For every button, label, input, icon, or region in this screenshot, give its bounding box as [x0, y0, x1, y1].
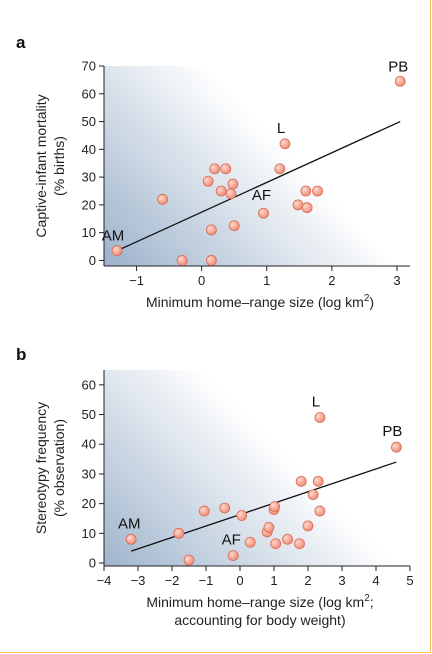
point-annotation: PB [388, 58, 408, 75]
x-tick-label: 2 [304, 573, 311, 588]
data-point [244, 536, 256, 548]
data-point [225, 188, 237, 200]
point-annotation: L [312, 394, 320, 411]
y-tick-label: 40 [82, 437, 96, 452]
x-tick-label: −3 [131, 573, 146, 588]
data-point [390, 441, 402, 453]
data-point [125, 533, 137, 545]
data-point [206, 255, 217, 266]
data-point [314, 505, 326, 517]
point-annotation: AF [252, 187, 271, 204]
y-tick-label: 30 [82, 466, 96, 481]
x-tick-label: 5 [406, 573, 413, 588]
chart-panel-b: 0 10 20 30 40 50 60 −4 −3 −2 −1 0 1 2 3 4 5 AM AF L PB Minimu… [33, 370, 414, 628]
x-tick-label: 3 [393, 273, 400, 288]
data-point [173, 527, 185, 539]
plot-background [104, 66, 410, 266]
x-axis-label: Minimum home–range size (log km2; [146, 593, 373, 610]
data-point [294, 538, 305, 550]
data-point [302, 520, 314, 532]
x-tick-label: 1 [270, 573, 277, 588]
x-tick-label: −4 [97, 573, 112, 588]
x-tick-label: 2 [328, 273, 335, 288]
y-tick-label: 70 [82, 59, 96, 74]
x-tick-label: −1 [129, 273, 144, 288]
point-annotation: AF [222, 532, 241, 549]
panel-label-a: a [16, 33, 26, 52]
data-point [394, 75, 406, 87]
y-tick-label: 50 [82, 114, 96, 129]
y-axis-label-line2: (% births) [51, 136, 67, 196]
data-point [236, 510, 248, 521]
y-tick-label: 60 [82, 377, 96, 392]
y-tick-label: 50 [82, 407, 96, 422]
y-axis-label: Captive-infant mortality [33, 94, 49, 237]
plot-background [104, 370, 410, 566]
data-point [300, 185, 312, 197]
data-point [202, 175, 214, 187]
data-point [270, 538, 282, 550]
data-point [312, 475, 324, 487]
x-tick-label: 4 [372, 573, 379, 588]
data-point [301, 202, 313, 214]
y-axis-label-line2: (% observation) [51, 419, 67, 517]
x-tick-label: 1 [263, 273, 270, 288]
y-axis-label: Stereotypy frequency [33, 402, 49, 534]
x-tick-label: 0 [198, 273, 205, 288]
data-point [258, 207, 269, 219]
data-point [312, 185, 323, 197]
data-point [292, 199, 304, 211]
x-tick-label: −2 [165, 573, 180, 588]
y-tick-label: 40 [82, 142, 96, 157]
data-point [227, 550, 239, 562]
y-tick-label: 30 [82, 170, 96, 185]
y-tick-label: 0 [89, 556, 96, 571]
chart-panel-a: 0 10 20 30 40 50 60 70 −1 0 1 2 3 AM AF L PB Minimum home… [33, 58, 410, 310]
data-point [198, 505, 210, 517]
panel-label-b: b [16, 345, 26, 364]
x-axis-label-line2: accounting for body weight) [174, 612, 345, 628]
data-point [111, 245, 123, 257]
data-point [314, 412, 326, 423]
data-point [274, 163, 286, 175]
data-point [227, 178, 239, 190]
point-annotation: L [277, 120, 285, 137]
data-point [220, 163, 232, 175]
data-point [157, 193, 168, 205]
point-annotation: PB [382, 423, 402, 440]
y-tick-label: 20 [82, 496, 96, 511]
point-annotation: AM [102, 228, 125, 245]
data-point [307, 489, 319, 501]
x-tick-label: 0 [236, 573, 243, 588]
data-point [183, 554, 195, 566]
data-point [228, 220, 240, 232]
data-point [295, 475, 307, 487]
x-axis-label: Minimum home–range size (log km2) [146, 293, 374, 310]
data-point [219, 502, 231, 514]
data-point [279, 138, 291, 150]
data-point [176, 255, 188, 266]
y-tick-label: 60 [82, 86, 96, 101]
data-point [269, 501, 281, 513]
point-annotation: AM [118, 515, 141, 532]
data-point [209, 163, 221, 175]
data-point [215, 185, 227, 197]
x-tick-label: −1 [199, 573, 214, 588]
data-point [282, 533, 294, 545]
x-tick-label: 3 [338, 573, 345, 588]
data-point [263, 521, 275, 533]
y-tick-label: 0 [89, 253, 96, 268]
trend-line [116, 120, 401, 252]
data-point [206, 224, 217, 236]
y-tick-label: 10 [82, 225, 96, 240]
y-tick-label: 20 [82, 197, 96, 212]
y-tick-label: 10 [82, 526, 96, 541]
